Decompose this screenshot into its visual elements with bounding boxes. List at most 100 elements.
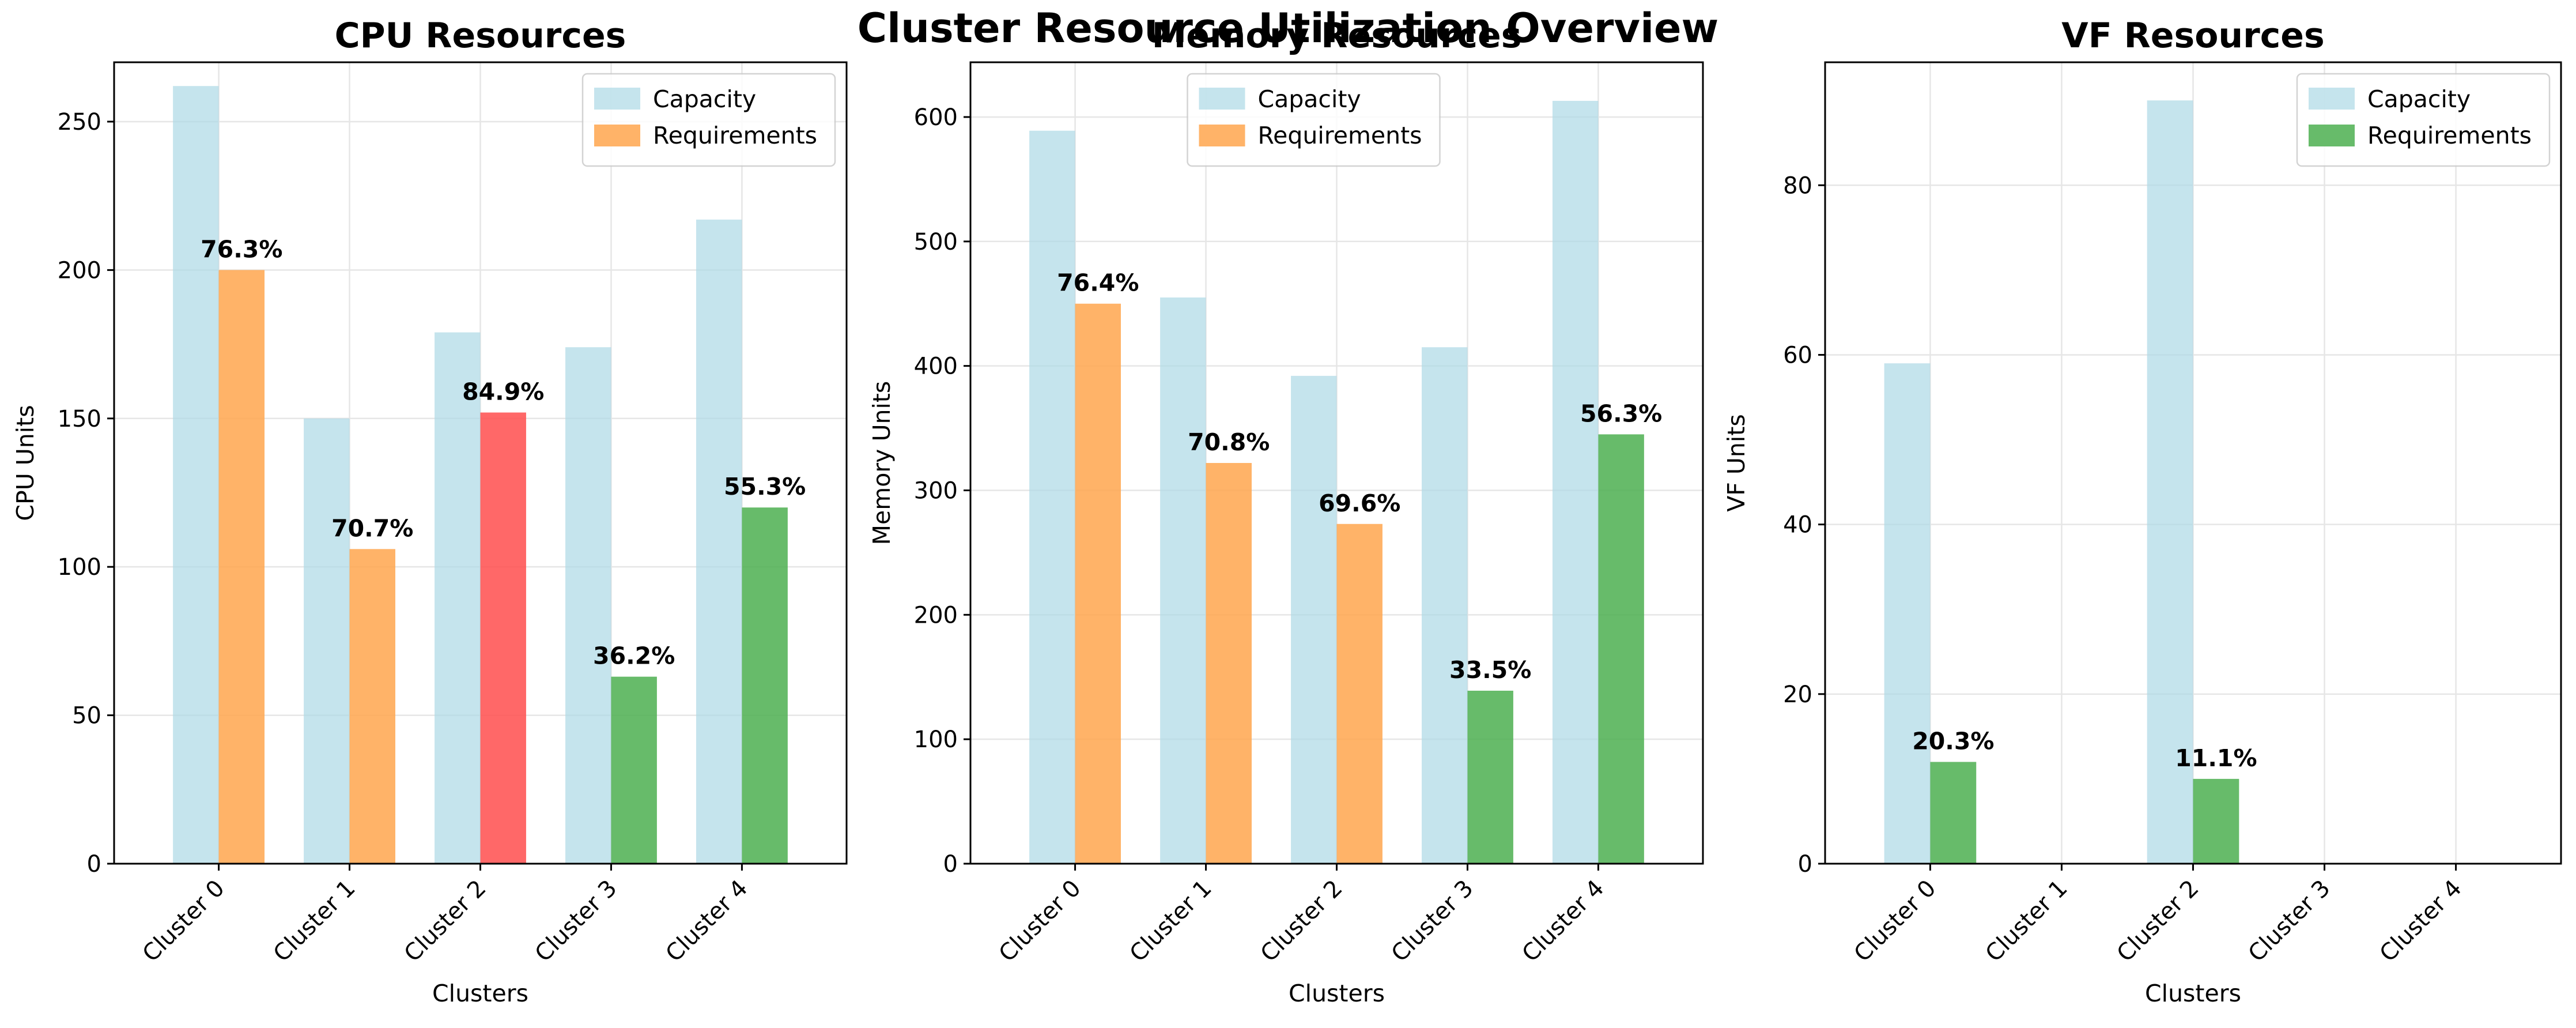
legend: Capacity Requirements [1187,73,1441,167]
capacity-bar [2147,100,2193,864]
legend-label-requirements: Requirements [1258,122,1422,149]
legend-label-capacity: Capacity [2367,85,2471,113]
legend-label-requirements: Requirements [2367,122,2532,149]
x-axis-label: Clusters [1289,980,1385,1007]
x-tick-label: Cluster 0 [994,875,1086,967]
x-tick-label: Cluster 3 [2243,875,2336,967]
y-tick-label: 20 [1783,681,1812,708]
capacity-bar [173,86,219,864]
x-tick-label: Cluster 2 [399,875,492,967]
x-axis-label: Clusters [432,980,528,1007]
x-tick-label: Cluster 4 [661,875,753,967]
utilization-label: 84.9% [462,378,544,405]
y-tick-label: 0 [943,851,958,878]
y-axis-label: CPU Units [12,405,39,521]
capacity-bar [1422,347,1468,864]
y-tick-label: 0 [1798,851,1812,878]
legend-swatch-requirements [594,125,640,146]
capacity-bar [1291,375,1337,864]
requirement-bar [1598,434,1644,864]
capacity-bar [304,418,350,864]
requirement-bar [480,412,526,864]
x-tick-label: Cluster 0 [138,875,230,967]
legend-swatch-capacity [2309,88,2355,110]
requirement-bar [1336,524,1383,864]
y-tick-label: 100 [58,554,101,581]
requirement-bar [742,507,788,864]
legend-swatch-requirements [1199,125,1245,146]
requirement-bar [349,549,395,864]
legend-box [581,73,836,167]
y-tick-label: 300 [914,477,958,504]
y-tick-label: 100 [914,726,958,753]
y-axis-label: VF Units [1723,414,1750,512]
capacity-bar [1884,363,1931,864]
legend: Capacity Requirements [2296,73,2551,167]
capacity-bar [1160,297,1206,864]
utilization-label: 70.7% [331,514,413,542]
utilization-label: 70.8% [1188,428,1270,456]
legend-swatch-capacity [1199,88,1245,110]
capacity-bar [696,219,742,864]
legend-swatch-requirements [2309,125,2355,146]
legend-label-capacity: Capacity [1258,85,1361,113]
x-tick-label: Cluster 0 [1849,875,1942,967]
legend-box [2296,73,2551,167]
capacity-bar [1029,130,1075,864]
panel-title: VF Resources [2061,16,2324,56]
utilization-label: 36.2% [593,642,675,670]
utilization-label: 55.3% [724,473,806,500]
y-tick-label: 250 [58,109,101,135]
requirement-bar [1930,762,1977,864]
y-tick-label: 0 [87,851,101,878]
utilization-label: 76.3% [201,235,282,263]
y-tick-label: 500 [914,229,958,255]
capacity-bar [1552,100,1599,864]
x-axis-label: Clusters [2145,980,2241,1007]
legend: Capacity Requirements [581,73,836,167]
y-tick-label: 60 [1783,342,1812,368]
chart-panel-0: 76.3% 70.7% 84.9% 36.2% 55.3% 0 50 100 150 200 250… [12,16,848,1007]
utilization-label: 33.5% [1449,656,1531,684]
y-tick-label: 200 [914,602,958,628]
x-tick-label: Cluster 3 [530,875,622,967]
x-tick-label: Cluster 3 [1387,875,1479,967]
utilization-label: 56.3% [1580,400,1662,427]
y-tick-label: 400 [914,353,958,380]
x-tick-label: Cluster 1 [269,875,361,967]
x-tick-label: Cluster 2 [2112,875,2204,967]
x-tick-label: Cluster 4 [2375,875,2467,967]
x-tick-label: Cluster 1 [1981,875,2073,967]
x-tick-label: Cluster 2 [1256,875,1348,967]
y-tick-label: 150 [58,406,101,432]
legend-label-capacity: Capacity [653,85,756,113]
requirement-bar [218,270,265,864]
requirement-bar [1467,690,1513,864]
legend-label-requirements: Requirements [653,122,817,149]
requirement-bar [1206,463,1252,864]
requirement-bar [2193,778,2239,864]
y-tick-label: 80 [1783,172,1812,199]
x-tick-label: Cluster 4 [1517,875,1610,967]
requirement-bar [611,676,657,864]
utilization-label: 69.6% [1319,489,1400,517]
chart-panel-2: 20.3% 11.1% 0 20 40 60 80 Cluster 0 Cluster 1 Clu… [1723,16,2562,1007]
y-tick-label: 200 [58,257,101,284]
chart-panel-1: 76.4% 70.8% 69.6% 33.5% 56.3% 0 100 200 300 400 50… [868,16,1704,1007]
utilization-label: 76.4% [1057,269,1139,297]
y-tick-label: 40 [1783,512,1812,539]
legend-swatch-capacity [594,88,640,110]
legend-box [1187,73,1441,167]
x-tick-label: Cluster 1 [1125,875,1217,967]
panel-title: CPU Resources [335,16,626,56]
capacity-bar [435,332,481,864]
y-tick-label: 50 [72,703,101,729]
figure-title: Cluster Resource Utilization Overview [857,5,1719,52]
utilization-label: 20.3% [1912,727,1994,755]
y-axis-label: Memory Units [868,381,896,545]
y-tick-label: 600 [914,104,958,131]
utilization-label: 11.1% [2175,744,2257,772]
capacity-bar [565,347,611,864]
